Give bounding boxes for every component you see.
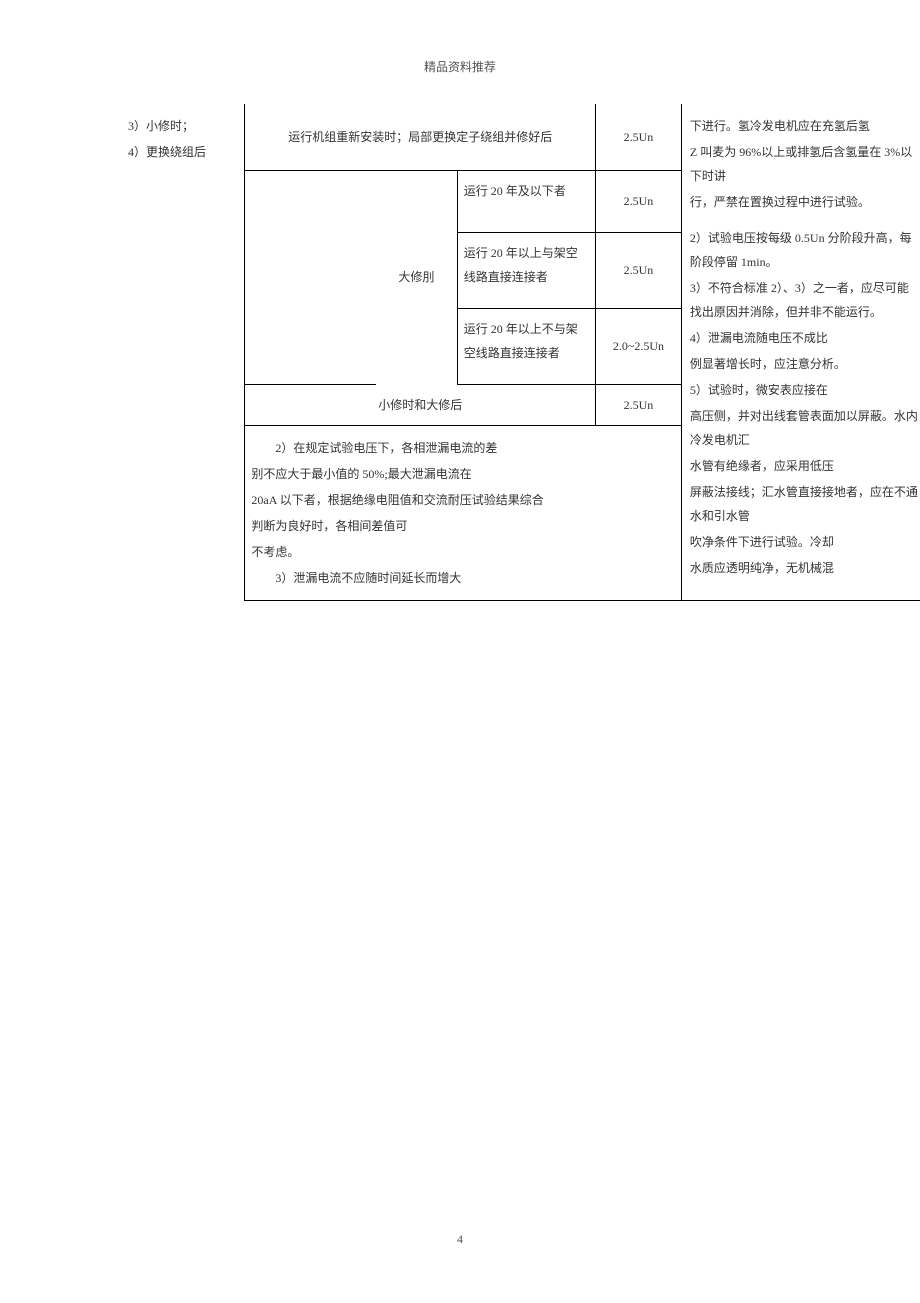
note-spacer bbox=[690, 216, 920, 224]
bottom-p4: 判断为良好时，各相间差值可 bbox=[251, 514, 675, 538]
empty-cell bbox=[245, 232, 376, 308]
page-header: 精品资料推荐 bbox=[0, 0, 920, 113]
note-line: 5）试验时，微安表应接在 bbox=[690, 378, 920, 402]
bottom-p3: 20aA 以下者，根据绝缘电阻值和交流耐压试验结果综合 bbox=[251, 488, 675, 512]
overhaul-label: 大修刖 bbox=[376, 170, 457, 384]
note-line: 水管有绝缘者，应采用低压 bbox=[690, 454, 920, 478]
empty-cell bbox=[245, 308, 376, 384]
left-items-cell: 3）小修时； 4）更换绕组后 bbox=[128, 104, 245, 600]
row3-value: 2.0~2.5Un bbox=[596, 308, 682, 384]
left-item-3: 3）小修时； bbox=[128, 114, 238, 138]
note-line: 2）试验电压按每级 0.5Un 分阶段升高，每阶段停留 1min。 bbox=[690, 226, 920, 274]
note-line: 4）泄漏电流随电压不成比 bbox=[690, 326, 920, 350]
note-line: 水质应透明纯净，无机械混 bbox=[690, 556, 920, 580]
left-item-4: 4）更换绕组后 bbox=[128, 140, 238, 164]
row3-cond: 运行 20 年以上不与架空线路直接连接者 bbox=[457, 308, 595, 384]
bottom-p2: 别不应大于最小值的 50%;最大泄漏电流在 bbox=[251, 462, 675, 486]
bottom-text-cell: 2）在规定试验电压下，各相泄漏电流的差 别不应大于最小值的 50%;最大泄漏电流… bbox=[245, 425, 682, 600]
note-line: 下进行。氢冷发电机应在充氢后氢 bbox=[690, 114, 920, 138]
note-line: 吹净条件下进行试验。冷却 bbox=[690, 530, 920, 554]
note-line: Z 叫麦为 96%以上或排氢后含氢量在 3%以下时讲 bbox=[690, 140, 920, 188]
note-line: 高压侧，并对出线套管表面加以屏蔽。水内冷发电机汇 bbox=[690, 404, 920, 452]
note-line: 例显著增长时，应注意分析。 bbox=[690, 352, 920, 376]
row1-cond: 运行 20 年及以下者 bbox=[457, 170, 595, 232]
page-number: 4 bbox=[0, 1232, 920, 1247]
row4-label: 小修时和大修后 bbox=[245, 384, 596, 425]
note-line: 行，严禁在置换过程中进行试验。 bbox=[690, 190, 920, 214]
right-notes-cell: 下进行。氢冷发电机应在充氢后氢 Z 叫麦为 96%以上或排氢后含氢量在 3%以下… bbox=[681, 104, 920, 600]
spec-table: 3）小修时； 4）更换绕组后 运行机组重新安装时；局部更换定子绕组并修好后 2.… bbox=[128, 104, 920, 601]
row-top-label: 运行机组重新安装时；局部更换定子绕组并修好后 bbox=[245, 104, 596, 170]
bottom-p5: 不考虑。 bbox=[251, 540, 675, 564]
content-table-wrapper: 3）小修时； 4）更换绕组后 运行机组重新安装时；局部更换定子绕组并修好后 2.… bbox=[128, 104, 920, 601]
row-top-value: 2.5Un bbox=[596, 104, 682, 170]
note-line: 屏蔽法接线；汇水管直接接地者，应在不通水和引水管 bbox=[690, 480, 920, 528]
row2-cond: 运行 20 年以上与架空线路直接连接者 bbox=[457, 232, 595, 308]
bottom-p1: 2）在规定试验电压下，各相泄漏电流的差 bbox=[251, 436, 675, 460]
table-row: 3）小修时； 4）更换绕组后 运行机组重新安装时；局部更换定子绕组并修好后 2.… bbox=[128, 104, 920, 170]
row1-value: 2.5Un bbox=[596, 170, 682, 232]
row4-value: 2.5Un bbox=[596, 384, 682, 425]
bottom-p6: 3）泄漏电流不应随时间延长而增大 bbox=[251, 566, 675, 590]
note-line: 3）不符合标准 2）、3）之一者，应尽可能找出原因并消除，但并非不能运行。 bbox=[690, 276, 920, 324]
empty-cell bbox=[245, 170, 376, 232]
row2-value: 2.5Un bbox=[596, 232, 682, 308]
